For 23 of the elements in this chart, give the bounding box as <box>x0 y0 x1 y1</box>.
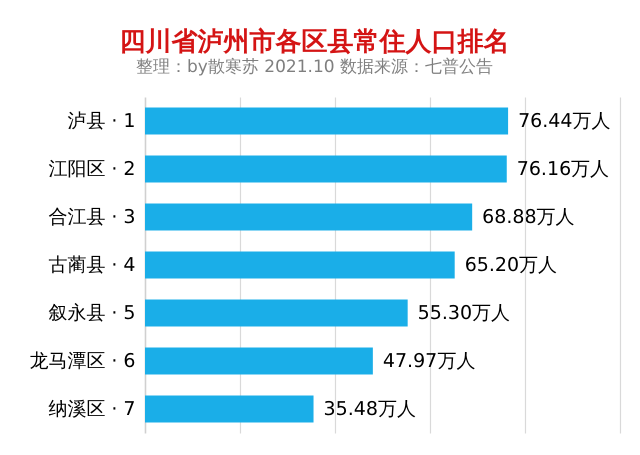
bar <box>145 396 314 422</box>
data-label: 68.88万人 <box>482 206 575 228</box>
bar <box>145 300 408 326</box>
y-tick-label: 古蔺县 · 4 <box>48 254 136 276</box>
y-tick-label: 泸县 · 1 <box>67 110 136 132</box>
data-label: 76.44万人 <box>518 110 610 132</box>
bar <box>145 156 507 182</box>
bar <box>145 108 508 134</box>
data-label: 55.30万人 <box>418 302 510 324</box>
data-label: 47.97万人 <box>382 350 476 372</box>
chart-title: 四川省泸州市各区县常住人口排名 <box>120 27 510 57</box>
y-tick-label: 叙永县 · 5 <box>48 302 136 324</box>
data-label: 35.48万人 <box>324 398 416 420</box>
bar <box>145 348 373 374</box>
y-tick-label: 纳溪区 · 7 <box>48 398 136 420</box>
bar <box>145 252 455 278</box>
y-tick-label: 江阳区 · 2 <box>48 158 136 180</box>
data-label: 65.20万人 <box>464 254 558 276</box>
y-tick-label: 合江县 · 3 <box>48 206 136 228</box>
y-tick-label: 龙马潭区 · 6 <box>29 350 136 372</box>
data-label: 76.16万人 <box>516 158 610 180</box>
bar <box>145 204 472 230</box>
chart-subtitle: 整理：by散寒苏 2021.10 数据来源：七普公告 <box>136 57 493 77</box>
